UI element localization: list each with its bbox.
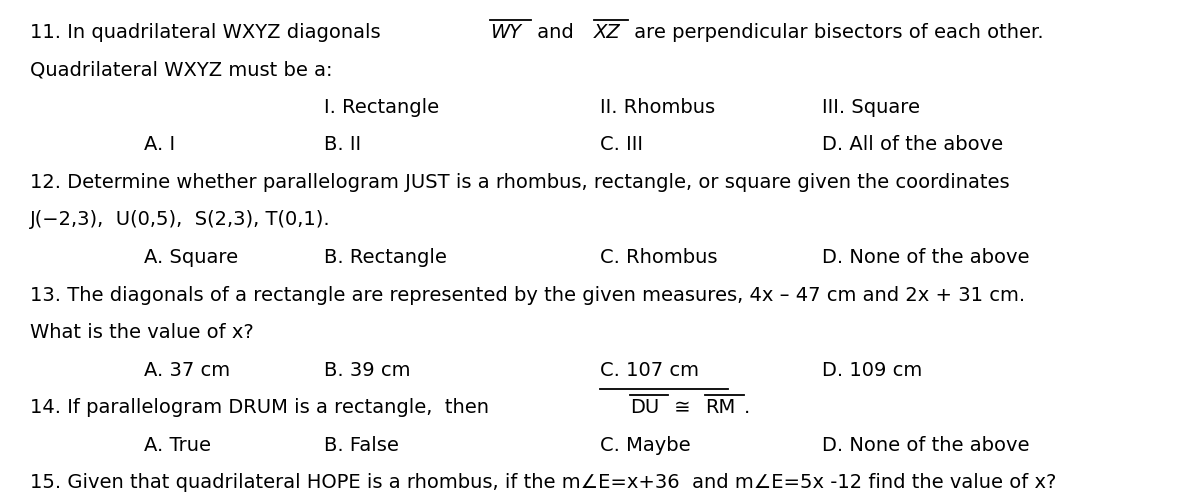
Text: 12. Determine whether parallelogram JUST is a rhombus, rectangle, or square give: 12. Determine whether parallelogram JUST…: [30, 173, 1009, 192]
Text: B. 39 cm: B. 39 cm: [324, 361, 410, 380]
Text: J(−2,3),  U(0,5),  S(2,3), T(0,1).: J(−2,3), U(0,5), S(2,3), T(0,1).: [30, 210, 331, 229]
Text: B. II: B. II: [324, 135, 361, 154]
Text: A. True: A. True: [144, 436, 211, 455]
Text: C. Maybe: C. Maybe: [600, 436, 691, 455]
Text: B. False: B. False: [324, 436, 398, 455]
Text: D. None of the above: D. None of the above: [822, 436, 1030, 455]
Text: D. All of the above: D. All of the above: [822, 135, 1003, 154]
Text: C. III: C. III: [600, 135, 643, 154]
Text: A. 37 cm: A. 37 cm: [144, 361, 230, 380]
Text: WY: WY: [491, 23, 522, 42]
Text: D. 109 cm: D. 109 cm: [822, 361, 923, 380]
Text: III. Square: III. Square: [822, 98, 920, 117]
Text: 11. In quadrilateral WXYZ diagonals: 11. In quadrilateral WXYZ diagonals: [30, 23, 386, 42]
Text: D. None of the above: D. None of the above: [822, 248, 1030, 267]
Text: ≅: ≅: [668, 398, 697, 417]
Text: II. Rhombus: II. Rhombus: [600, 98, 715, 117]
Text: 15. Given that quadrilateral HOPE is a rhombus, if the m∠E=x+36  and m∠E=5x -12 : 15. Given that quadrilateral HOPE is a r…: [30, 473, 1056, 492]
Text: C. Rhombus: C. Rhombus: [600, 248, 718, 267]
Text: B. Rectangle: B. Rectangle: [324, 248, 446, 267]
Text: C. 107 cm: C. 107 cm: [600, 361, 698, 380]
Text: Quadrilateral WXYZ must be a:: Quadrilateral WXYZ must be a:: [30, 60, 332, 79]
Text: 13. The diagonals of a rectangle are represented by the given measures, 4x – 47 : 13. The diagonals of a rectangle are rep…: [30, 286, 1025, 305]
Text: XZ: XZ: [594, 23, 620, 42]
Text: 14. If parallelogram DRUM is a rectangle,  then: 14. If parallelogram DRUM is a rectangle…: [30, 398, 496, 417]
Text: RM: RM: [706, 398, 736, 417]
Text: A. I: A. I: [144, 135, 175, 154]
Text: DU: DU: [630, 398, 660, 417]
Text: I. Rectangle: I. Rectangle: [324, 98, 439, 117]
Text: .: .: [744, 398, 751, 417]
Text: What is the value of x?: What is the value of x?: [30, 323, 253, 342]
Text: A. Square: A. Square: [144, 248, 238, 267]
Text: and: and: [530, 23, 580, 42]
Text: are perpendicular bisectors of each other.: are perpendicular bisectors of each othe…: [629, 23, 1044, 42]
